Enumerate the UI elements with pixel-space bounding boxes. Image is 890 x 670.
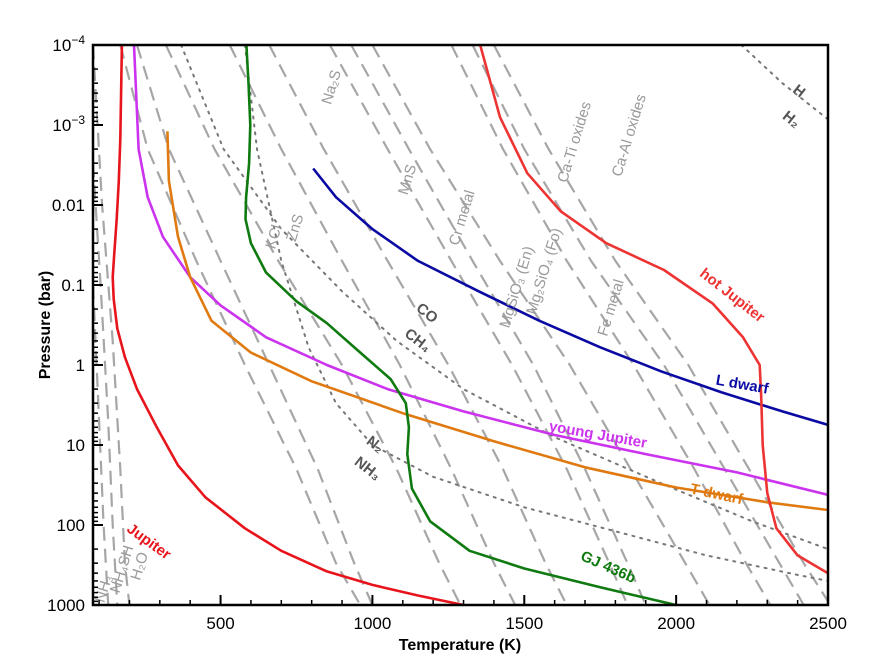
x-tick-label: 2500 [809, 614, 847, 633]
annotation-co: CO [413, 300, 441, 327]
condensation-curve-mg-sio-fo-9 [350, 45, 647, 605]
condensation-curve-kcl-3 [119, 45, 362, 605]
condensation-curve-ca-al-oxides-12 [471, 45, 805, 605]
annotation-nh: NH₃ [351, 453, 384, 484]
annotation-h: H [789, 81, 808, 101]
series-line-gj-436b [244, 45, 677, 605]
annotation-kcl: KCl [262, 223, 285, 251]
condensation-curve-na-s-5 [164, 45, 462, 605]
y-tick-label: 1 [76, 356, 85, 375]
equilibrium-curves [180, 45, 828, 582]
condensation-curve-fe-metal-10 [371, 45, 711, 605]
y-axis-title: Pressure (bar) [37, 271, 54, 380]
annotation-h: H₂ [779, 108, 803, 132]
equilibrium-curve-n-nh [243, 45, 828, 582]
y-tick-label: 0.1 [61, 276, 85, 295]
y-tick-label: 10−4 [52, 33, 85, 55]
annotation-ca-ti-oxides: Ca-Ti oxides [554, 100, 595, 185]
y-tick-label: 10 [66, 436, 85, 455]
series-line-l-dwarf [312, 167, 828, 427]
series-line-young-jupiter [132, 45, 828, 497]
x-tick-label: 500 [206, 614, 234, 633]
annotation-ca-al-oxides: Ca-Al oxides [609, 92, 650, 178]
equilibrium-curve-h-h [740, 45, 828, 121]
condensation-curves [93, 45, 828, 605]
series-label-hot-jupiter: hot Jupiter [696, 265, 768, 326]
equilibrium-curve-co-ch [180, 45, 828, 551]
condensation-curve-h-o-0 [93, 45, 131, 605]
y-tick-label: 0.01 [52, 196, 85, 215]
series-line-hot-jupiter [478, 45, 828, 575]
x-tick-label: 1500 [505, 614, 543, 633]
y-tick-label: 10−3 [52, 113, 85, 135]
x-tick-label: 1000 [354, 614, 392, 633]
annotation-fe-metal: Fe metal [594, 277, 627, 338]
annotation-na-s: Na₂S [318, 68, 344, 106]
plot-frame [91, 43, 830, 607]
series-label-young-jupiter: young Jupiter [548, 418, 649, 452]
condensation-curve-ca-ti-oxides-11 [450, 45, 772, 605]
x-axis-title: Temperature (K) [399, 637, 521, 654]
profile-curves [111, 45, 828, 605]
annotation-nh: NH₃ [92, 573, 116, 605]
series-line-t-dwarf [166, 131, 828, 512]
series-label-gj-436b: GJ 436b [578, 548, 638, 587]
condensation-curve-unlabeled-13 [492, 45, 828, 602]
annotation-ch: CH₄ [401, 325, 434, 356]
condensation-curve-mgsio-en-8 [328, 45, 629, 605]
condensation-curve-cr-metal-7 [268, 45, 568, 605]
condensation-curve-zns-4 [135, 45, 374, 605]
condensation-curve-mns-6 [228, 45, 517, 605]
y-tick-label: 100 [57, 516, 85, 535]
annotation-zns: ZnS [283, 212, 307, 243]
annotation-n: N₂ [363, 433, 387, 457]
x-tick-label: 2000 [657, 614, 695, 633]
series-label-t-dwarf: T dwarf [689, 481, 746, 509]
axes: 500 1000 1500 2000 2500 10−4 10−3 0.01 0.1 1 10 100… [47, 33, 847, 633]
series-line-jupiter [111, 45, 464, 605]
y-tick-label: 1000 [47, 596, 85, 615]
